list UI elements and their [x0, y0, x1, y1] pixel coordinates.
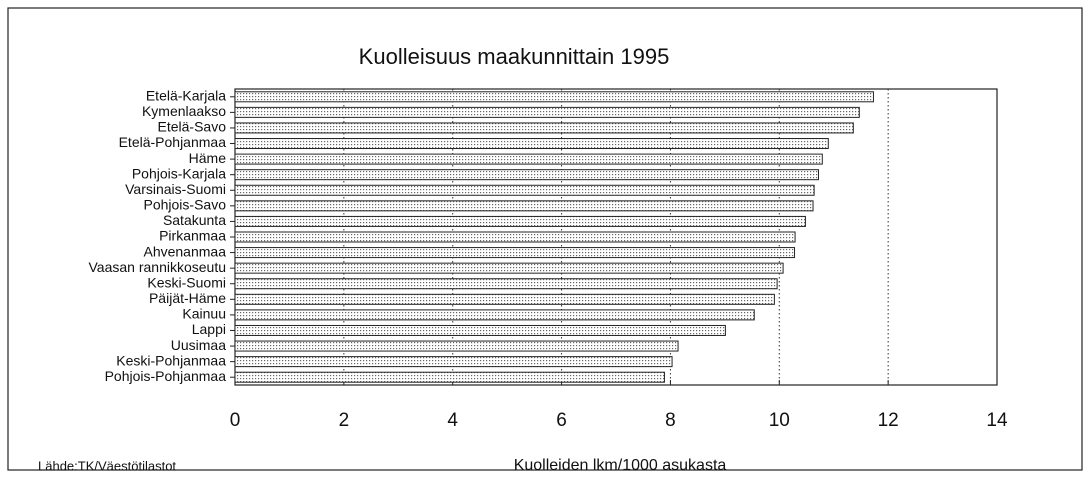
x-tick-label: 4 [447, 410, 458, 431]
y-tick-label: Keski-Pohjanmaa [116, 352, 226, 368]
bar [234, 138, 829, 150]
bar [234, 293, 775, 305]
bar [234, 200, 814, 212]
y-tick-label: Pohjois-Pohjanmaa [105, 368, 227, 384]
x-tick-label: 2 [339, 410, 350, 431]
y-tick-label: Satakunta [163, 212, 226, 228]
y-tick-label: Kainuu [182, 306, 226, 322]
bar [234, 231, 796, 243]
bar [234, 91, 874, 103]
x-tick-label: 12 [878, 410, 899, 431]
y-tick-label: Varsinais-Suomi [125, 181, 226, 197]
bar [234, 184, 815, 196]
bar [234, 356, 673, 368]
y-tick-label: Kymenlaakso [142, 103, 226, 119]
y-tick-label: Lappi [192, 321, 226, 337]
chart-title: Kuolleisuus maakunnittain 1995 [359, 44, 670, 69]
bar [234, 340, 679, 352]
x-tick-label: 10 [769, 410, 790, 431]
bar [234, 324, 726, 336]
bar [234, 153, 823, 165]
x-tick-label: 8 [665, 410, 676, 431]
bar [234, 215, 806, 227]
y-tick-label: Pohjois-Savo [144, 197, 227, 213]
bar [234, 309, 755, 321]
bar [234, 278, 778, 290]
y-tick-label: Etelä-Savo [158, 119, 227, 135]
y-tick-label: Keski-Suomi [147, 274, 226, 290]
bar [234, 169, 819, 181]
y-tick-label: Uusimaa [171, 337, 226, 353]
bar [234, 247, 796, 259]
y-tick-label: Etelä-Karjala [146, 87, 226, 103]
bar [234, 106, 860, 118]
bar [234, 262, 784, 274]
y-tick-label: Pirkanmaa [159, 228, 226, 244]
x-tick-label: 14 [986, 410, 1008, 431]
outer-frame [7, 7, 1083, 471]
x-tick-label: 0 [230, 410, 241, 431]
y-tick-label: Etelä-Pohjanmaa [119, 134, 227, 150]
source-note: Lähde:TK/Väestötilastot [38, 458, 176, 473]
y-tick-label: Päijät-Häme [149, 290, 226, 306]
bar [234, 371, 665, 383]
y-tick-label: Vaasan rannikkoseutu [89, 259, 227, 275]
y-tick-label: Häme [189, 150, 227, 166]
x-tick-label: 6 [556, 410, 567, 431]
y-tick-label: Pohjois-Karjala [132, 165, 226, 181]
bar [234, 122, 854, 134]
x-axis-label: Kuolleiden lkm/1000 asukasta [514, 457, 727, 474]
y-tick-label: Ahvenanmaa [143, 243, 226, 259]
